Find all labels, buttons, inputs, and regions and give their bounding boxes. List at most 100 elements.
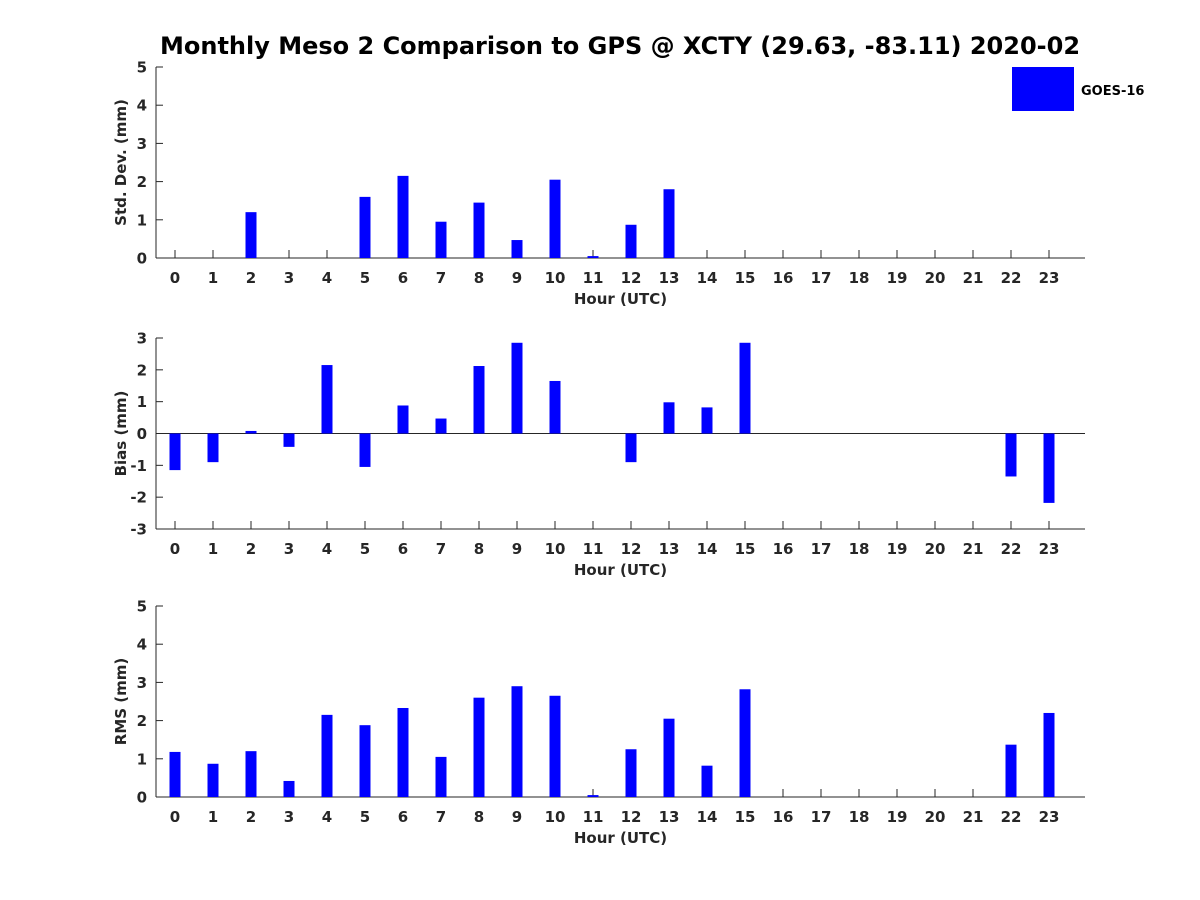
bar-hour-13: [663, 189, 675, 258]
bar-hour-4: [321, 365, 333, 434]
bar-hour-12: [625, 224, 637, 258]
bar-hour-7: [435, 418, 447, 434]
y-tick-label: -2: [130, 489, 147, 507]
x-tick-label: 22: [1001, 808, 1022, 826]
x-tick-label: 9: [512, 808, 522, 826]
x-tick-label: 4: [322, 540, 332, 558]
x-tick-label: 18: [849, 269, 870, 287]
y-tick-label: 3: [137, 330, 147, 348]
x-tick-label: 4: [322, 808, 332, 826]
x-tick-label: 15: [735, 269, 756, 287]
bar-hour-0: [169, 433, 181, 471]
bar-hour-12: [625, 433, 637, 463]
bar-hour-5: [359, 725, 371, 797]
bar-hour-4: [321, 714, 333, 797]
x-tick-label: 17: [811, 808, 832, 826]
bar-hour-15: [739, 342, 751, 434]
bar-hour-9: [511, 342, 523, 434]
x-tick-label: 16: [773, 540, 794, 558]
x-tick-label: 5: [360, 269, 370, 287]
bar-hour-2: [245, 212, 257, 258]
x-tick-label: 0: [170, 269, 180, 287]
x-tick-label: 13: [659, 808, 680, 826]
x-tick-label: 18: [849, 808, 870, 826]
x-tick-label: 3: [284, 540, 294, 558]
x-tick-label: 4: [322, 269, 332, 287]
x-tick-label: 11: [583, 808, 604, 826]
legend-label: GOES-16: [1081, 84, 1144, 99]
bar-hour-3: [283, 780, 295, 797]
bar-hour-14: [701, 765, 713, 797]
bar-hour-22: [1005, 744, 1017, 797]
bar-hour-10: [549, 179, 561, 258]
bar-hour-6: [397, 405, 409, 434]
bar-hour-1: [207, 433, 219, 463]
x-tick-label: 12: [621, 269, 642, 287]
x-tick-label: 20: [925, 269, 946, 287]
bar-hour-2: [245, 430, 257, 434]
x-tick-label: 21: [963, 269, 984, 287]
x-tick-label: 20: [925, 540, 946, 558]
x-tick-label: 2: [246, 808, 256, 826]
x-tick-label: 1: [208, 269, 218, 287]
x-tick-label: 3: [284, 269, 294, 287]
bar-hour-23: [1043, 712, 1055, 797]
y-axis-label: Bias (mm): [112, 391, 130, 477]
bar-hour-13: [663, 718, 675, 797]
x-tick-label: 23: [1039, 269, 1060, 287]
x-tick-label: 14: [697, 269, 718, 287]
bar-hour-8: [473, 202, 485, 258]
x-tick-label: 0: [170, 540, 180, 558]
x-tick-label: 18: [849, 540, 870, 558]
x-axis-label: Hour (UTC): [574, 561, 667, 579]
x-tick-label: 22: [1001, 540, 1022, 558]
x-tick-label: 0: [170, 808, 180, 826]
bar-hour-9: [511, 240, 523, 258]
x-tick-label: 10: [545, 269, 566, 287]
x-axis-label: Hour (UTC): [574, 290, 667, 308]
y-tick-label: 3: [137, 135, 147, 153]
x-tick-label: 19: [887, 540, 908, 558]
x-tick-label: 16: [773, 269, 794, 287]
bar-hour-9: [511, 686, 523, 797]
y-tick-label: 2: [137, 712, 147, 730]
y-tick-label: 0: [137, 425, 147, 443]
bar-hour-8: [473, 366, 485, 434]
y-tick-label: 1: [137, 211, 147, 229]
bar-hour-8: [473, 697, 485, 797]
x-tick-label: 6: [398, 540, 408, 558]
x-tick-label: 20: [925, 808, 946, 826]
bar-hour-0: [169, 751, 181, 797]
y-tick-label: 3: [137, 674, 147, 692]
y-axis-label: RMS (mm): [112, 658, 130, 745]
x-axis-label: Hour (UTC): [574, 829, 667, 847]
x-tick-label: 10: [545, 540, 566, 558]
x-tick-label: 8: [474, 540, 484, 558]
chart-title: Monthly Meso 2 Comparison to GPS @ XCTY …: [160, 32, 1080, 60]
y-tick-label: 5: [137, 598, 147, 616]
x-tick-label: 21: [963, 540, 984, 558]
bar-hour-14: [701, 407, 713, 434]
x-tick-label: 15: [735, 808, 756, 826]
x-tick-label: 6: [398, 808, 408, 826]
x-tick-label: 6: [398, 269, 408, 287]
y-tick-label: 5: [137, 59, 147, 77]
y-tick-label: -1: [130, 457, 147, 475]
y-tick-label: 4: [137, 97, 147, 115]
x-tick-label: 7: [436, 540, 446, 558]
x-tick-label: 7: [436, 808, 446, 826]
x-tick-label: 17: [811, 269, 832, 287]
x-tick-label: 8: [474, 808, 484, 826]
x-tick-label: 14: [697, 808, 718, 826]
x-tick-label: 2: [246, 540, 256, 558]
bar-hour-6: [397, 175, 409, 258]
y-tick-label: 4: [137, 636, 147, 654]
bar-hour-5: [359, 433, 371, 467]
y-tick-label: 2: [137, 173, 147, 191]
x-tick-label: 12: [621, 808, 642, 826]
bar-hour-12: [625, 749, 637, 797]
